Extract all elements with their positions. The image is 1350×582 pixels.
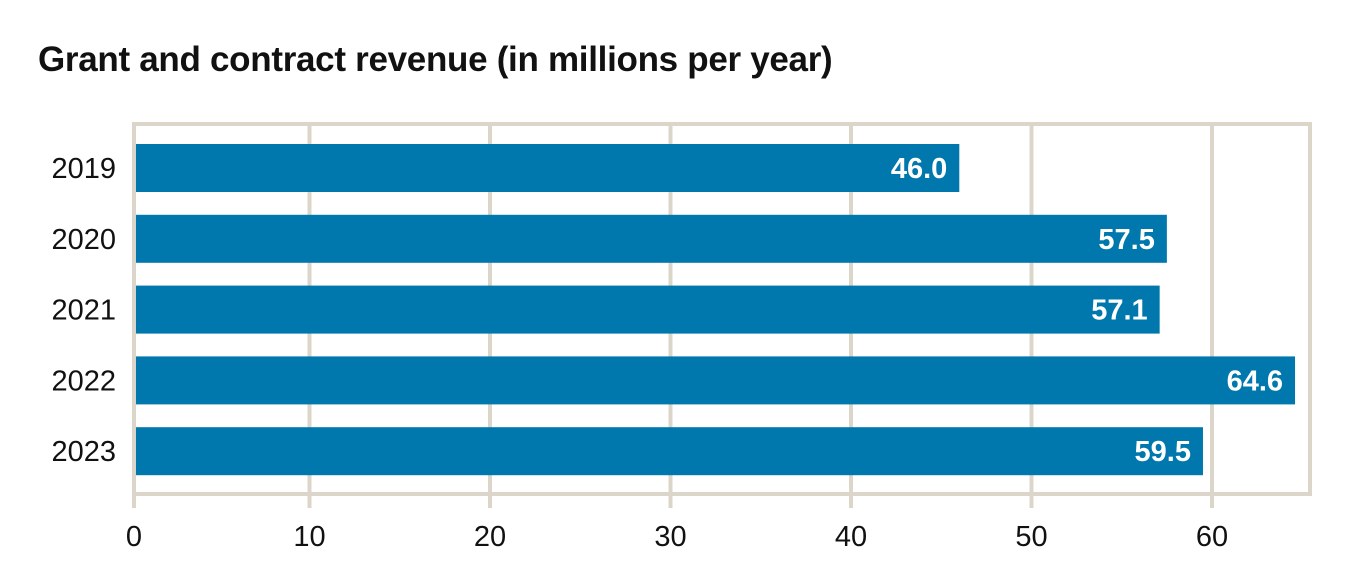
x-tick-label: 10 — [293, 521, 325, 553]
value-label: 57.5 — [1098, 224, 1154, 256]
value-label: 59.5 — [1135, 436, 1191, 468]
bar-2021 — [136, 285, 1160, 334]
bar-2020 — [136, 214, 1167, 263]
chart-title: Grant and contract revenue (in millions … — [38, 40, 833, 79]
value-label: 64.6 — [1227, 365, 1283, 397]
category-label: 2020 — [51, 224, 116, 256]
labels: 0 10 20 30 40 50 60 46.0 2019 57.5 2020 57.1 2021 64.… — [51, 153, 1283, 553]
bar-2022 — [136, 356, 1296, 405]
bar-2023 — [136, 427, 1203, 476]
x-tick-label: 20 — [474, 521, 506, 553]
x-tick-label: 40 — [835, 521, 867, 553]
x-tick-label: 30 — [654, 521, 686, 553]
category-label: 2019 — [51, 153, 116, 185]
value-label: 46.0 — [891, 153, 947, 185]
plot-frame — [132, 122, 1312, 496]
x-tick-label: 0 — [126, 521, 142, 553]
bar-2019 — [136, 144, 960, 192]
value-label: 57.1 — [1091, 295, 1147, 327]
category-label: 2023 — [51, 436, 116, 468]
category-label: 2021 — [51, 295, 116, 327]
category-label: 2022 — [51, 365, 116, 397]
x-tick-label: 50 — [1015, 521, 1047, 553]
x-tick-label: 60 — [1196, 521, 1228, 553]
bars — [136, 144, 1296, 476]
